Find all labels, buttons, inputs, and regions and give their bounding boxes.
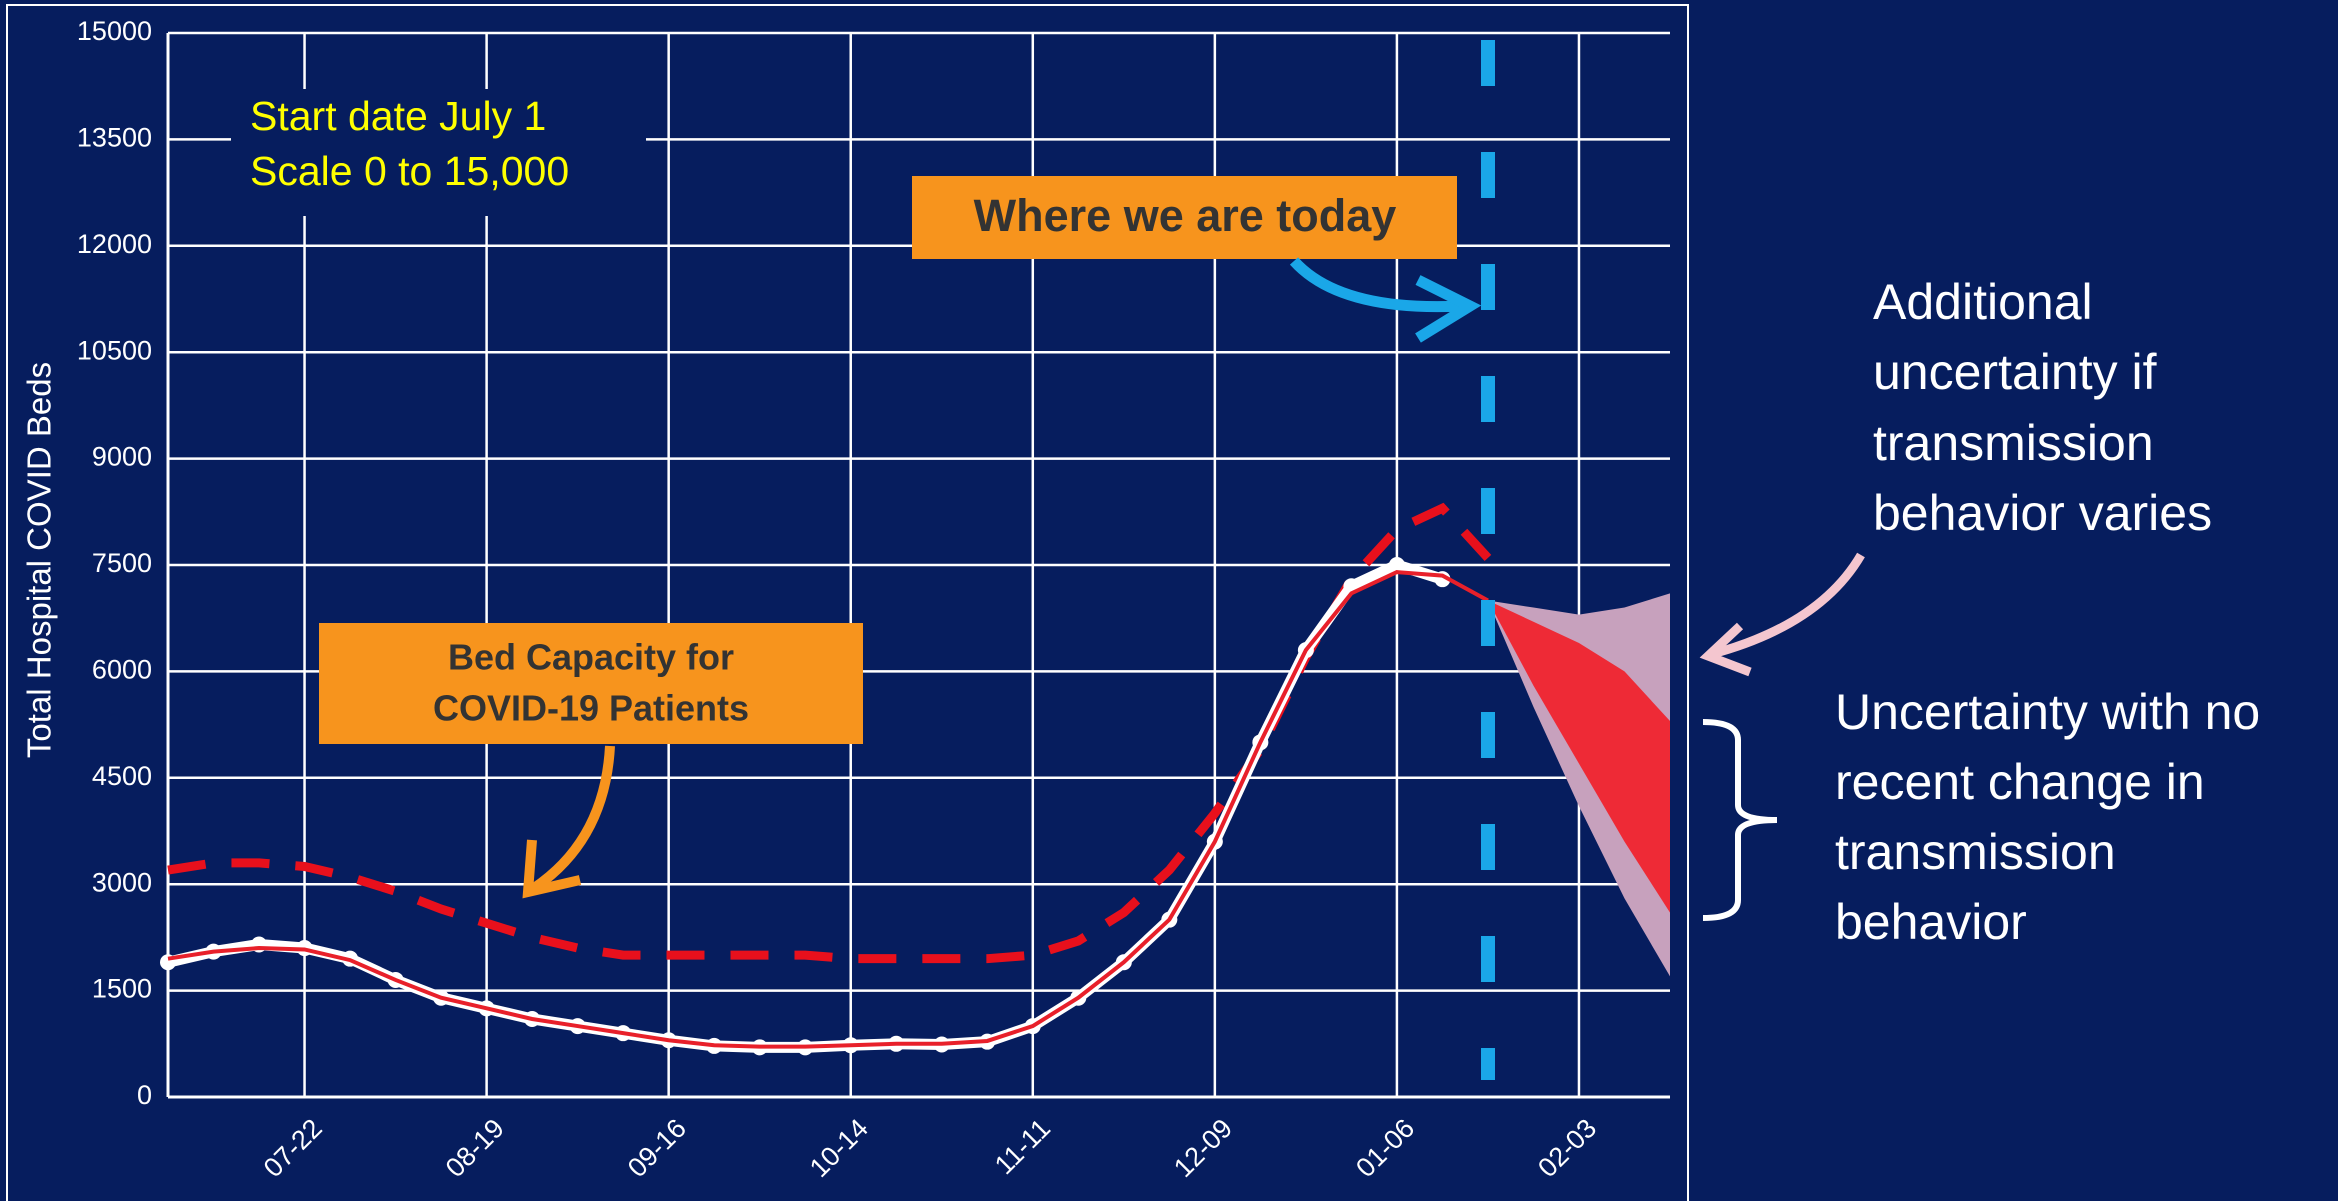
y-tick-label: 7500 (92, 548, 152, 578)
brace (1702, 719, 1778, 921)
additional-arrowhead (1699, 622, 1752, 677)
y-tick-label: 12000 (77, 229, 152, 259)
panel-border (6, 4, 1689, 1201)
capacity-line (167, 502, 1492, 964)
capacity-arrowhead (522, 839, 582, 899)
start-note: Scale 0 to 15,000 (250, 148, 569, 194)
today-label: Where we are today (974, 190, 1397, 241)
y-tick-label: 9000 (92, 442, 152, 472)
uncertainty-note: recent change in (1835, 754, 2205, 810)
y-tick-label: 6000 (92, 655, 152, 685)
uncertainty-note: transmission (1835, 824, 2116, 880)
observed-point (1388, 557, 1405, 573)
y-tick-label: 15000 (77, 16, 152, 46)
y-tick-label: 13500 (77, 123, 152, 153)
capacity-box (319, 623, 863, 744)
additional-note: Additional (1873, 274, 2093, 330)
y-tick-label: 1500 (92, 974, 152, 1004)
additional-note: behavior varies (1873, 485, 2212, 541)
today-arrowhead (1415, 275, 1482, 343)
capacity-arrow (531, 745, 615, 893)
capacity-label: COVID-19 Patients (433, 688, 749, 729)
uncertainty-note: behavior (1835, 894, 2027, 950)
today-arrow (1289, 257, 1463, 313)
today-box (912, 176, 1457, 259)
uncertainty-note: Uncertainty with no (1835, 684, 2260, 740)
capacity-label: Bed Capacity for (448, 637, 734, 678)
y-axis-label: Total Hospital COVID Beds (21, 362, 58, 758)
note-box (231, 89, 646, 216)
start-note: Start date July 1 (250, 93, 546, 139)
additional-arrow (1710, 552, 1865, 659)
y-tick-label: 10500 (77, 335, 152, 365)
y-tick-label: 3000 (92, 867, 152, 897)
y-tick-label: 0 (137, 1080, 152, 1110)
y-tick-label: 4500 (92, 761, 152, 791)
additional-note: transmission (1873, 415, 2154, 471)
additional-note: uncertainty if (1873, 344, 2157, 400)
model-line (167, 570, 1489, 1049)
uncertainty-band (1487, 600, 1670, 913)
